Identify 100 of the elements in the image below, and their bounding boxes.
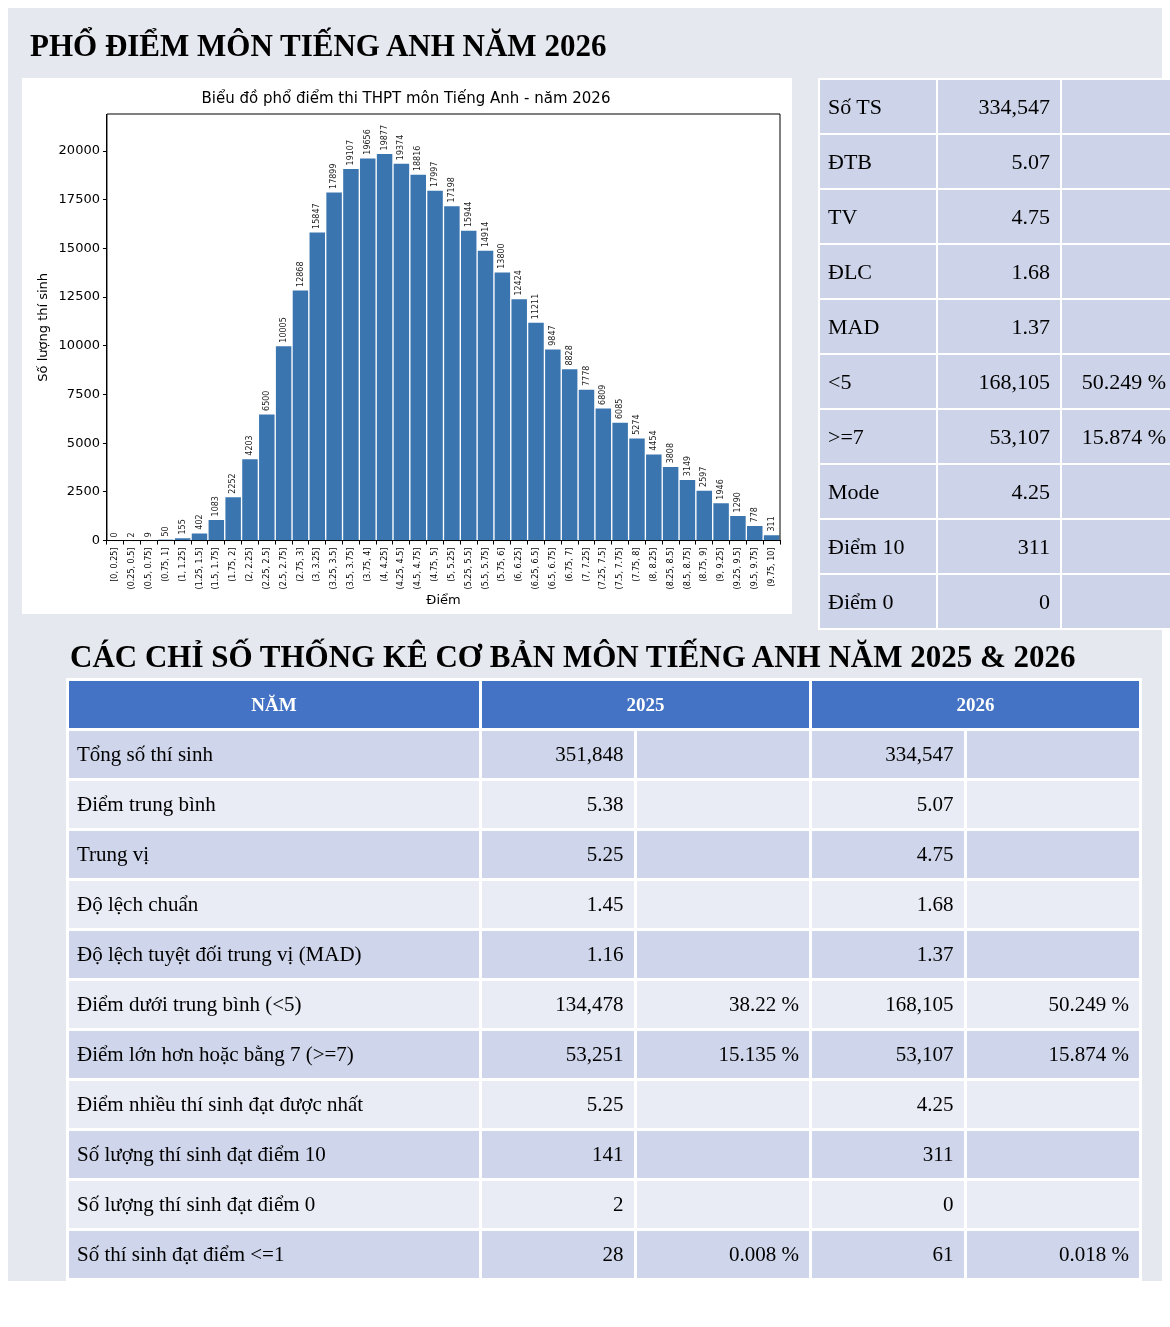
data-label: 1946 <box>716 479 726 500</box>
x-tick-label: (3.5, 3.75] <box>346 547 356 590</box>
data-label: 1083 <box>211 496 221 517</box>
category-label: Độ lệch tuyệt đối trung vị (MAD) <box>77 942 362 966</box>
text: 134,478 <box>555 992 624 1016</box>
x-tick-label: (2.75, 3] <box>295 547 305 582</box>
data-label: 17899 <box>329 163 339 189</box>
data-label: 13800 <box>497 243 507 269</box>
text: 0.008 % <box>728 1242 799 1266</box>
y-tick-label: 12500 <box>58 288 100 304</box>
text: 0.018 % <box>1059 1242 1129 1266</box>
category-label: 2026 <box>810 679 1141 730</box>
data-label: 2 <box>127 532 137 538</box>
text: 168,105 <box>978 368 1050 394</box>
text: CÁC CHỈ SỐ THỐNG KÊ CƠ BẢN MÔN TIẾNG ANH NĂM 2025 & 2026 <box>70 639 1077 674</box>
text: 311 <box>922 1142 954 1166</box>
category-label: Độ lệch chuẩn <box>77 892 199 916</box>
text: 4.75 <box>1011 203 1050 229</box>
y-tick-label: 10000 <box>58 337 100 353</box>
x-tick-label: (2.5, 2.75] <box>278 547 288 590</box>
data-label: 6085 <box>615 398 625 420</box>
text: 351,848 <box>555 742 624 766</box>
text: PHỔ ĐIỂM MÔN TIẾNG ANH NĂM 2026 <box>29 26 608 65</box>
x-tick-label: (6, 6.25] <box>514 547 524 582</box>
data-label: 2252 <box>228 473 238 494</box>
category-label: NĂM <box>67 679 481 730</box>
x-tick-label: (4.5, 4.75] <box>413 547 423 590</box>
x-tick-label: (1, 1.25] <box>177 547 187 582</box>
x-tick-label: (3, 3.25] <box>312 547 322 582</box>
category-label: Số thí sinh đạt điểm <=1 <box>77 1242 285 1266</box>
x-tick-label: (5.75, 6] <box>497 547 507 582</box>
data-label: 17198 <box>446 177 456 203</box>
data-label: 3808 <box>665 443 675 464</box>
category-label: Mode <box>828 478 880 504</box>
data-label: 11211 <box>531 293 541 320</box>
x-tick-label: (9.5, 9.75] <box>749 547 759 590</box>
text: 5.25 <box>586 842 624 866</box>
x-tick-label: (5.5, 5.75] <box>480 547 490 590</box>
data-label: 19656 <box>362 129 372 155</box>
data-label: 311 <box>766 516 776 532</box>
data-label: 402 <box>194 514 204 530</box>
category-label: Trung vị <box>77 842 150 866</box>
text: 5.25 <box>586 1092 624 1116</box>
category-label: >=7 <box>828 423 864 449</box>
data-label: 9 <box>144 532 154 538</box>
x-tick-label: (4.25, 4.5] <box>396 547 406 590</box>
text: 1.37 <box>916 942 954 966</box>
x-tick-label: (1.25, 1.5] <box>194 547 204 590</box>
data-label: 2597 <box>699 466 709 487</box>
text: 15.135 % <box>718 1042 799 1066</box>
chart-title: Biểu đồ phổ điểm thi THPT môn Tiếng Anh - năm 2026 <box>201 88 611 107</box>
data-label: 12424 <box>514 270 524 296</box>
y-tick-label: 17500 <box>58 191 100 207</box>
category-label: Điểm 10 <box>828 533 905 559</box>
text: 1.16 <box>586 942 624 966</box>
text: 4.25 <box>1011 478 1050 504</box>
y-axis-title: Số lượng thí sinh <box>35 272 51 382</box>
x-tick-label: (8.5, 8.75] <box>682 547 692 590</box>
x-tick-label: (4, 4.25] <box>379 547 389 582</box>
x-tick-label: (6.25, 6.5] <box>531 547 541 590</box>
x-tick-label: (1.75, 2] <box>228 547 238 582</box>
data-label: 19107 <box>346 139 356 166</box>
x-tick-label: (2.25, 2.5] <box>261 547 271 590</box>
text: 5.07 <box>916 792 954 816</box>
data-label: 18816 <box>413 145 423 172</box>
category-label: TV <box>828 203 858 229</box>
text: 334,547 <box>978 93 1050 119</box>
data-label: 15847 <box>312 203 322 229</box>
text: 53,251 <box>565 1042 624 1066</box>
data-label: 19374 <box>396 134 406 161</box>
category-label: Số TS <box>828 93 883 119</box>
x-tick-label: [0, 0.25] <box>110 547 120 582</box>
text: 311 <box>1017 533 1050 559</box>
text: 38.22 % <box>728 992 799 1016</box>
text: 141 <box>592 1142 624 1166</box>
text: 53,107 <box>895 1042 954 1066</box>
x-tick-label: (7.25, 7.5] <box>598 547 608 590</box>
category-label: Số lượng thí sinh đạt điểm 10 <box>77 1142 326 1166</box>
y-tick-label: 20000 <box>58 142 100 158</box>
category-label: <5 <box>828 368 852 394</box>
text: 5.38 <box>586 792 624 816</box>
x-tick-label: (0.75, 1] <box>160 547 170 582</box>
text: 5.07 <box>1011 148 1050 174</box>
x-tick-label: (0.25, 0.5] <box>127 547 137 590</box>
x-axis-title: Điểm <box>426 591 461 607</box>
text: 2 <box>613 1192 624 1216</box>
data-label: 4454 <box>648 430 658 451</box>
text: 15.874 % <box>1081 423 1166 449</box>
data-label: 155 <box>177 519 187 535</box>
text: 50.249 % <box>1081 368 1166 394</box>
category-label: ĐLC <box>828 258 872 284</box>
data-label: 19877 <box>379 124 389 151</box>
text: 4.25 <box>916 1092 954 1116</box>
x-tick-label: (9.25, 9.5] <box>733 547 743 590</box>
text: 1.45 <box>586 892 624 916</box>
category-label: Điểm lớn hơn hoặc bằng 7 (>=7) <box>77 1042 354 1066</box>
text: 168,105 <box>885 992 954 1016</box>
data-label: 50 <box>160 526 170 537</box>
x-tick-label: (8, 8.25] <box>648 547 658 582</box>
category-label: Điểm dưới trung bình (<5) <box>77 992 302 1016</box>
